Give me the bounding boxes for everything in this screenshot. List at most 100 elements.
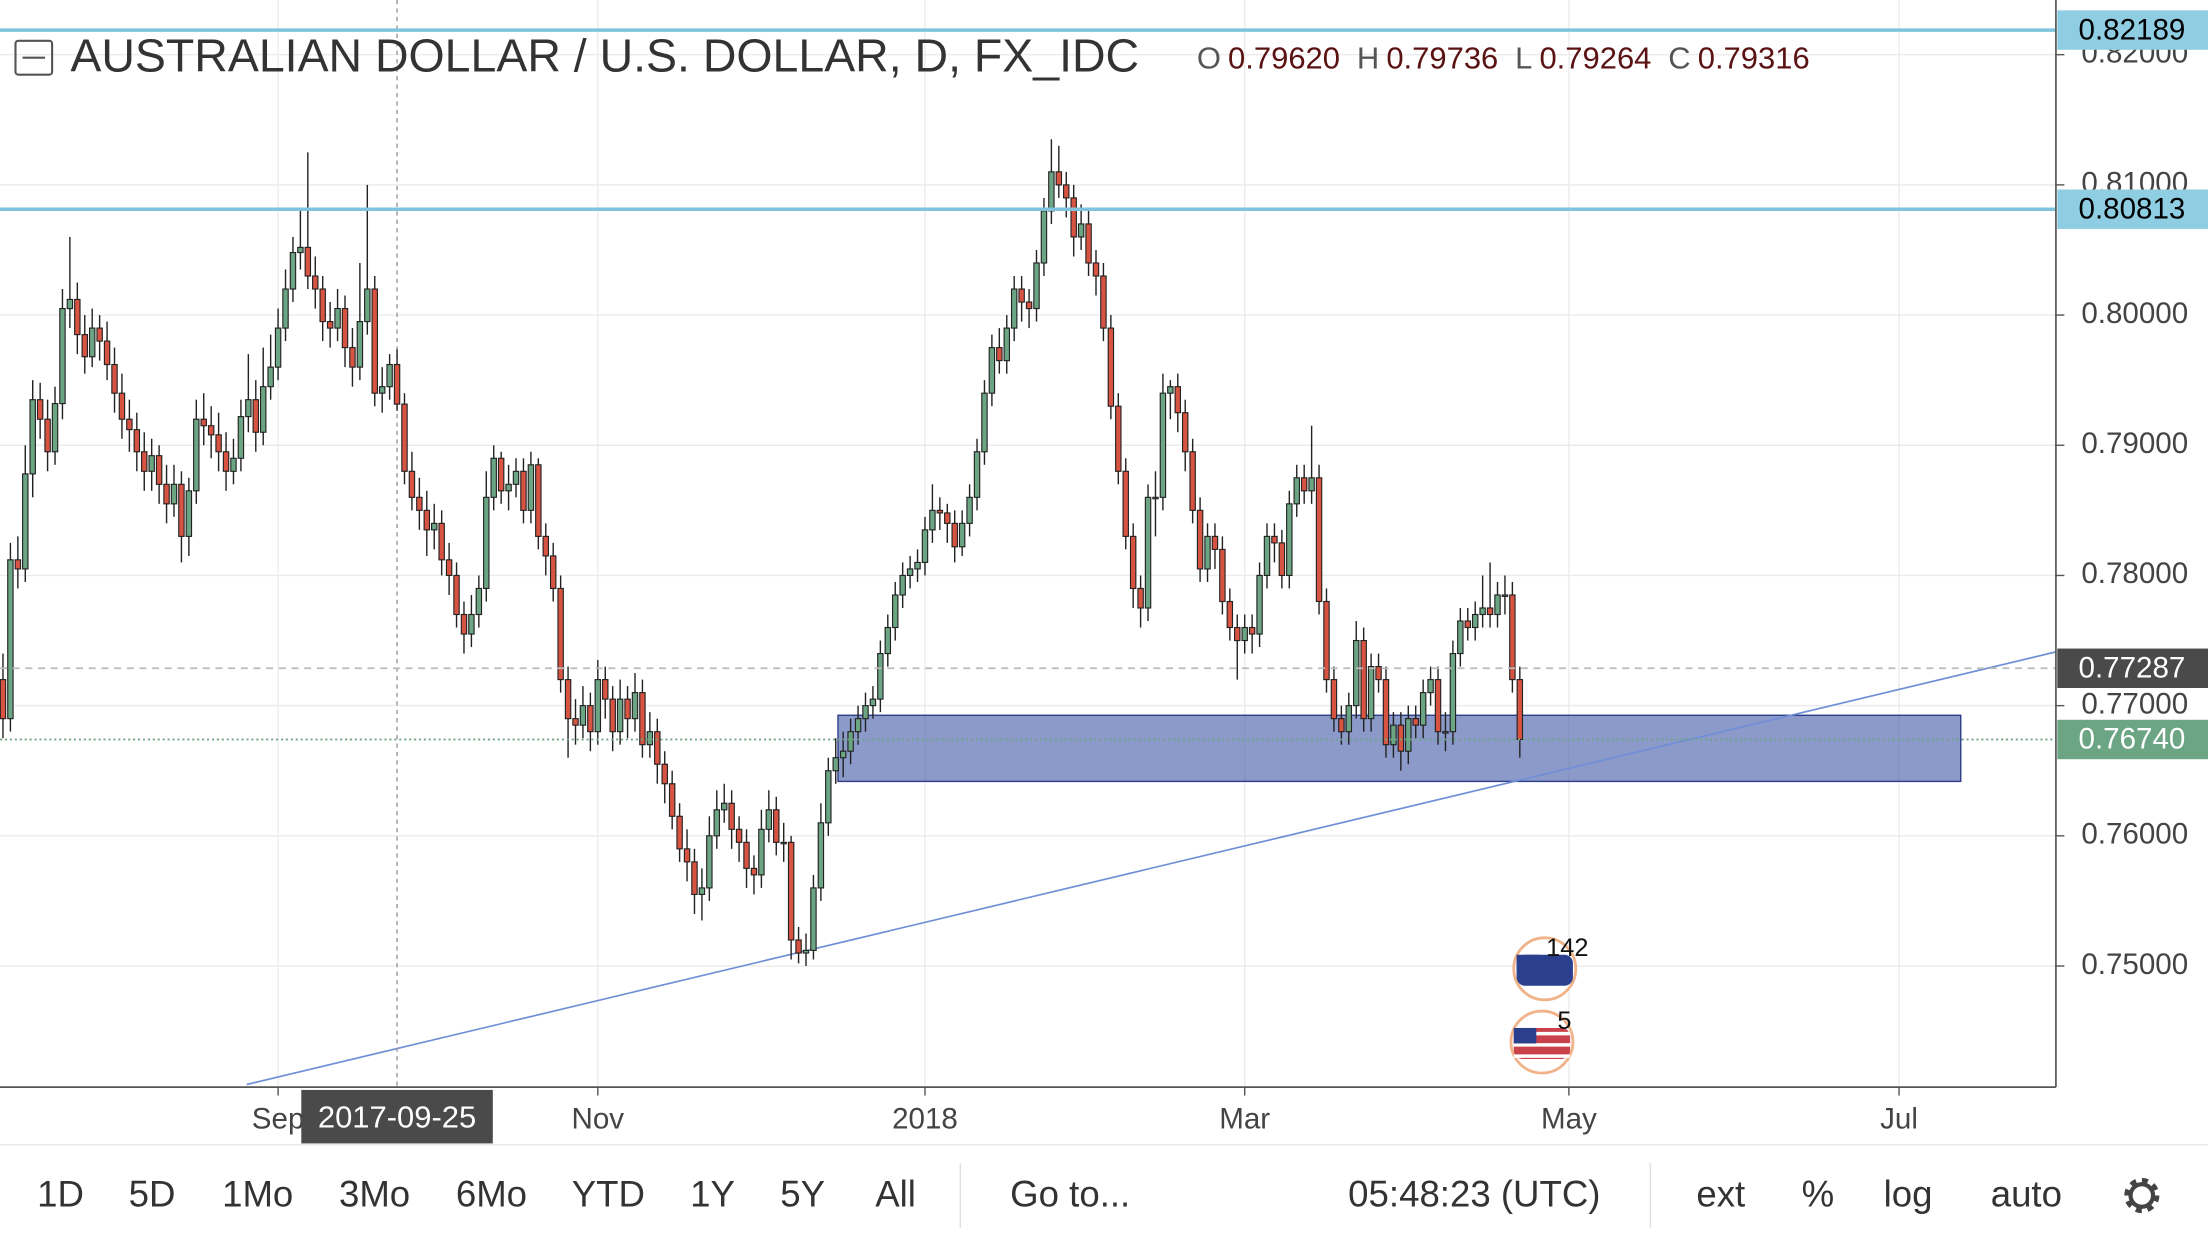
- option-button[interactable]: auto: [1991, 1174, 2062, 1215]
- candle-body: [877, 652, 884, 700]
- trendline: [246, 651, 2057, 1086]
- candle-body: [713, 809, 721, 837]
- candle-body: [274, 327, 282, 368]
- candle-body: [520, 470, 527, 511]
- option-button[interactable]: %: [1802, 1174, 1835, 1215]
- range-button[interactable]: 6Mo: [456, 1174, 527, 1215]
- candle-body: [103, 340, 111, 366]
- candle-body: [1144, 496, 1152, 609]
- candle-body: [304, 246, 312, 277]
- candle-body: [706, 835, 713, 889]
- candle-body: [773, 809, 780, 843]
- candle-body: [654, 731, 661, 765]
- candle-body: [1494, 594, 1501, 616]
- candle-body: [1055, 171, 1063, 186]
- candle-body: [1115, 405, 1122, 472]
- candle-body: [639, 692, 646, 746]
- settings-gear[interactable]: [2124, 1177, 2160, 1214]
- candle-body: [914, 561, 921, 570]
- range-button[interactable]: 1Y: [690, 1174, 735, 1215]
- candle-body: [1300, 477, 1308, 492]
- candle-body: [1159, 392, 1167, 498]
- candle-body: [1234, 626, 1241, 642]
- candle-body: [832, 757, 839, 772]
- range-button[interactable]: 1D: [37, 1174, 84, 1215]
- candle-body: [743, 841, 750, 869]
- candle-body: [527, 464, 535, 511]
- price-label-box: [2057, 10, 2208, 50]
- candle-body: [1070, 197, 1077, 238]
- y-tick-label: 0.78000: [2081, 557, 2188, 590]
- event-marker[interactable]: 142: [1512, 934, 1589, 1002]
- range-button[interactable]: 5D: [129, 1174, 176, 1215]
- candle-body: [207, 425, 215, 436]
- candle-body: [758, 828, 765, 876]
- price-label: 0.82189: [2079, 13, 2186, 46]
- candle-body: [1167, 386, 1174, 394]
- candle-body: [349, 347, 356, 368]
- candle-body: [1003, 327, 1011, 362]
- candle-body: [88, 327, 96, 358]
- candle-body: [319, 288, 326, 323]
- candle-body: [1219, 548, 1226, 603]
- candle-body: [698, 887, 706, 895]
- candle-body: [7, 559, 14, 720]
- toolbar: 1D 5D 1Mo 3Mo 6Mo YTD 1Y 5Y All Go to... 05:48:23 …: [37, 1174, 2062, 1215]
- series-icon[interactable]: [14, 39, 54, 76]
- candle-body: [549, 555, 557, 590]
- range-button[interactable]: YTD: [572, 1174, 645, 1215]
- candle-body: [929, 509, 936, 531]
- legend-key: H: [1357, 41, 1379, 76]
- candle-body: [1352, 639, 1360, 707]
- candle-body: [720, 802, 728, 811]
- candle-body: [505, 483, 512, 492]
- chart-title: AUSTRALIAN DOLLAR / U.S. DOLLAR, D, FX_I…: [70, 29, 1139, 81]
- candle-body: [683, 848, 691, 863]
- candle-body: [193, 418, 200, 492]
- y-tick-label: 0.77000: [2081, 687, 2188, 720]
- candle-body: [334, 307, 341, 329]
- candle-body: [936, 509, 944, 514]
- candle-body: [312, 275, 319, 290]
- goto-button[interactable]: Go to...: [1010, 1174, 1130, 1215]
- candle-body: [490, 457, 497, 498]
- candle-body: [1486, 607, 1494, 616]
- range-button[interactable]: 1Mo: [222, 1174, 293, 1215]
- candle-body: [624, 698, 631, 720]
- event-marker[interactable]: 5: [1509, 1007, 1575, 1075]
- range-button[interactable]: 3Mo: [339, 1174, 410, 1215]
- candle-body: [1449, 652, 1457, 733]
- price-label: 0.80813: [2079, 192, 2186, 225]
- candle-body: [438, 522, 445, 561]
- y-tick-label: 0.75000: [2081, 948, 2188, 981]
- candle-body: [230, 457, 237, 472]
- candle-body: [1323, 600, 1330, 681]
- candle-body: [691, 861, 698, 895]
- candle-body: [1434, 679, 1442, 733]
- candle-body: [59, 307, 66, 405]
- candle-body: [289, 252, 297, 290]
- candle-body: [245, 399, 252, 418]
- candle-body: [1501, 594, 1509, 597]
- candle-body: [200, 418, 207, 427]
- candle-body: [215, 434, 222, 453]
- candle-body: [535, 464, 542, 537]
- candle-body: [676, 815, 683, 850]
- candle-body: [1457, 620, 1464, 655]
- candle-body: [1152, 496, 1159, 500]
- range-button[interactable]: All: [875, 1174, 916, 1215]
- candle-body: [1048, 171, 1055, 212]
- clock: 05:48:23 (UTC): [1348, 1174, 1600, 1215]
- price-label-box: [2057, 719, 2208, 760]
- option-button[interactable]: ext: [1696, 1174, 1745, 1215]
- candle-body: [587, 705, 594, 733]
- candle-body: [542, 535, 550, 557]
- candle-body: [386, 363, 393, 388]
- range-button[interactable]: 5Y: [780, 1174, 825, 1215]
- crosshair-label: 2017-09-25: [318, 1100, 476, 1135]
- option-button[interactable]: log: [1884, 1174, 1933, 1215]
- candle-body: [1196, 509, 1204, 570]
- candle-body: [133, 429, 141, 453]
